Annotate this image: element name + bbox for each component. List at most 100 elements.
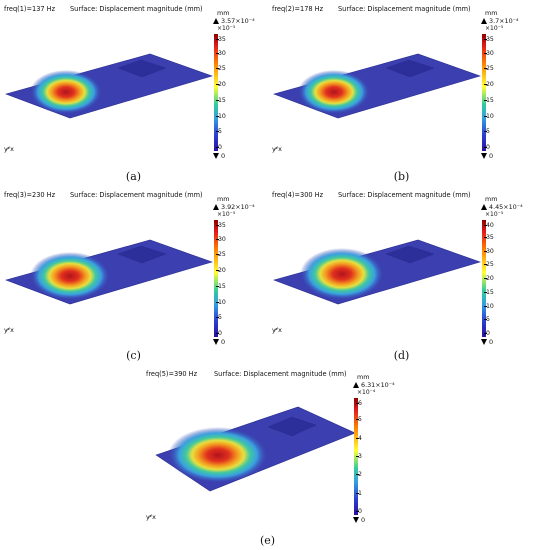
mass-patch [117, 245, 167, 264]
colorbar-tick-label: 35 [484, 36, 494, 43]
colorbar-unit: mm [357, 373, 370, 381]
colorbar-tick-label: 6 [356, 400, 362, 407]
colorbar-max-value: 3.57×10⁻⁴ [221, 17, 255, 25]
axes-triad: yᶻ̸x [272, 145, 282, 153]
colorbar-tick-label: 10 [216, 112, 226, 120]
colorbar-tick-label: 0 [216, 144, 222, 151]
panel-caption: (b) [393, 170, 410, 183]
colorbar-tick-label: 20 [484, 81, 494, 89]
axes-triad: yᶻ̸x [4, 326, 14, 334]
displacement-hotspot [168, 427, 268, 483]
panel-caption: (c) [126, 349, 141, 362]
colorbar-tick-label: 5 [216, 314, 222, 322]
panel-b: freq(2)=178 Hz Surface: Displacement mag… [268, 0, 535, 185]
colorbar-tick-label: 0 [356, 508, 362, 515]
panel-c: freq(3)=230 Hz Surface: Displacement mag… [0, 186, 267, 366]
axes-triad: yᶻ̸x [4, 145, 14, 153]
axes-triad: yᶻ̸x [146, 513, 156, 521]
colorbar-tick-label: 30 [216, 235, 226, 243]
colorbar-ticks: 40 35 30 25 20 15 10 5 0 [484, 220, 516, 337]
colorbar-ticks: 6 5 4 3 2 1 0 [356, 398, 388, 515]
colorbar-tick-label: 15 [484, 288, 494, 296]
colorbar-tick-label: 15 [216, 282, 226, 290]
colorbar-tick-label: 0 [484, 144, 490, 151]
displacement-surface-plot [273, 239, 481, 305]
displacement-hotspot [300, 248, 384, 300]
colorbar-gradient [214, 220, 218, 337]
colorbar-ticks: 35 30 25 20 15 10 5 0 [216, 34, 248, 151]
colorbar-max: 3.7×10⁻⁴ [481, 17, 519, 25]
colorbar-tick-label: 25 [216, 251, 226, 259]
colorbar-ticks: 35 30 25 20 15 10 5 0 [484, 34, 516, 151]
colorbar-tick-label: 5 [484, 128, 490, 136]
colorbar-min-value: 0 [221, 338, 226, 346]
colorbar-max: 4.45×10⁻⁴ [481, 203, 523, 211]
colorbar-tick-label: 15 [216, 96, 226, 104]
colorbar-min-value: 0 [221, 152, 226, 160]
colorbar-gradient [214, 34, 218, 151]
panel-caption: (a) [125, 170, 142, 183]
colorbar-max-value: 3.92×10⁻⁴ [221, 203, 255, 211]
plot-title: Surface: Displacement magnitude (mm) [338, 191, 471, 199]
colorbar-legend: mm 6.31×10⁻⁴ ×10⁻⁴ 6 5 4 3 2 1 0 0 [352, 373, 404, 524]
colorbar-tick-label: 25 [484, 261, 494, 269]
panel-d: freq(4)=300 Hz Surface: Displacement mag… [268, 186, 535, 366]
colorbar-tick-label: 35 [216, 222, 226, 229]
colorbar-min: 0 [213, 338, 225, 346]
colorbar-tick-label: 10 [484, 112, 494, 120]
colorbar-min-value: 0 [361, 516, 366, 524]
colorbar-tick-label: 2 [356, 471, 362, 479]
colorbar-min: 0 [481, 152, 493, 160]
mass-patch [385, 59, 435, 78]
colorbar-gradient [482, 220, 486, 337]
colorbar-tick-label: 1 [356, 489, 362, 497]
colorbar-tick-label: 20 [216, 81, 226, 89]
colorbar-tick-label: 10 [216, 298, 226, 306]
colorbar-legend: mm 4.45×10⁻⁴ ×10⁻⁵ 40 35 30 25 20 15 10 5 0 0 [480, 195, 532, 346]
colorbar-legend: mm 3.57×10⁻⁴ ×10⁻⁵ 35 30 25 20 15 10 5 0 0 [212, 9, 264, 160]
colorbar-gradient [482, 34, 486, 151]
panel-e: freq(5)=390 Hz Surface: Displacement mag… [134, 365, 401, 550]
colorbar-tick-label: 35 [216, 36, 226, 43]
colorbar-gradient [354, 398, 358, 515]
max-triangle-icon [481, 204, 487, 210]
displacement-hotspot [30, 70, 102, 114]
frequency-label: freq(4)=300 Hz [272, 191, 324, 199]
colorbar-tick-label: 20 [484, 275, 494, 282]
colorbar-max: 6.31×10⁻⁴ [353, 381, 395, 389]
displacement-surface-plot [273, 53, 481, 119]
colorbar-max: 3.57×10⁻⁴ [213, 17, 255, 25]
colorbar-legend: mm 3.92×10⁻⁴ ×10⁻⁵ 35 30 25 20 15 10 5 0 0 [212, 195, 264, 346]
axes-triad: yᶻ̸x [272, 326, 282, 334]
mass-patch [267, 416, 317, 437]
max-triangle-icon [213, 204, 219, 210]
colorbar-min-value: 0 [489, 152, 494, 160]
max-triangle-icon [353, 382, 359, 388]
min-triangle-icon [213, 153, 219, 159]
min-triangle-icon [213, 339, 219, 345]
colorbar-tick-label: 35 [484, 233, 494, 241]
colorbar-min: 0 [213, 152, 225, 160]
plot-title: Surface: Displacement magnitude (mm) [214, 370, 347, 378]
colorbar-unit: mm [217, 195, 230, 203]
panel-a: freq(1)=137 Hz Surface: Displacement mag… [0, 0, 267, 185]
mass-patch [385, 245, 435, 264]
min-triangle-icon [481, 339, 487, 345]
frequency-label: freq(5)=390 Hz [146, 370, 198, 378]
colorbar-max-value: 4.45×10⁻⁴ [489, 203, 523, 211]
colorbar-tick-label: 30 [484, 49, 494, 57]
colorbar-scale: ×10⁻⁵ [485, 211, 504, 218]
min-triangle-icon [481, 153, 487, 159]
colorbar-unit: mm [485, 195, 498, 203]
colorbar-min-value: 0 [489, 338, 494, 346]
colorbar-min: 0 [481, 338, 493, 346]
displacement-surface-plot [155, 406, 355, 492]
colorbar-tick-label: 3 [356, 453, 362, 460]
colorbar-tick-label: 25 [484, 65, 494, 73]
max-triangle-icon [213, 18, 219, 24]
colorbar-tick-label: 0 [216, 330, 222, 337]
displacement-hotspot [30, 252, 110, 300]
colorbar-scale: ×10⁻⁴ [357, 389, 376, 396]
colorbar-max-value: 6.31×10⁻⁴ [361, 381, 395, 389]
colorbar-tick-label: 5 [356, 416, 362, 424]
